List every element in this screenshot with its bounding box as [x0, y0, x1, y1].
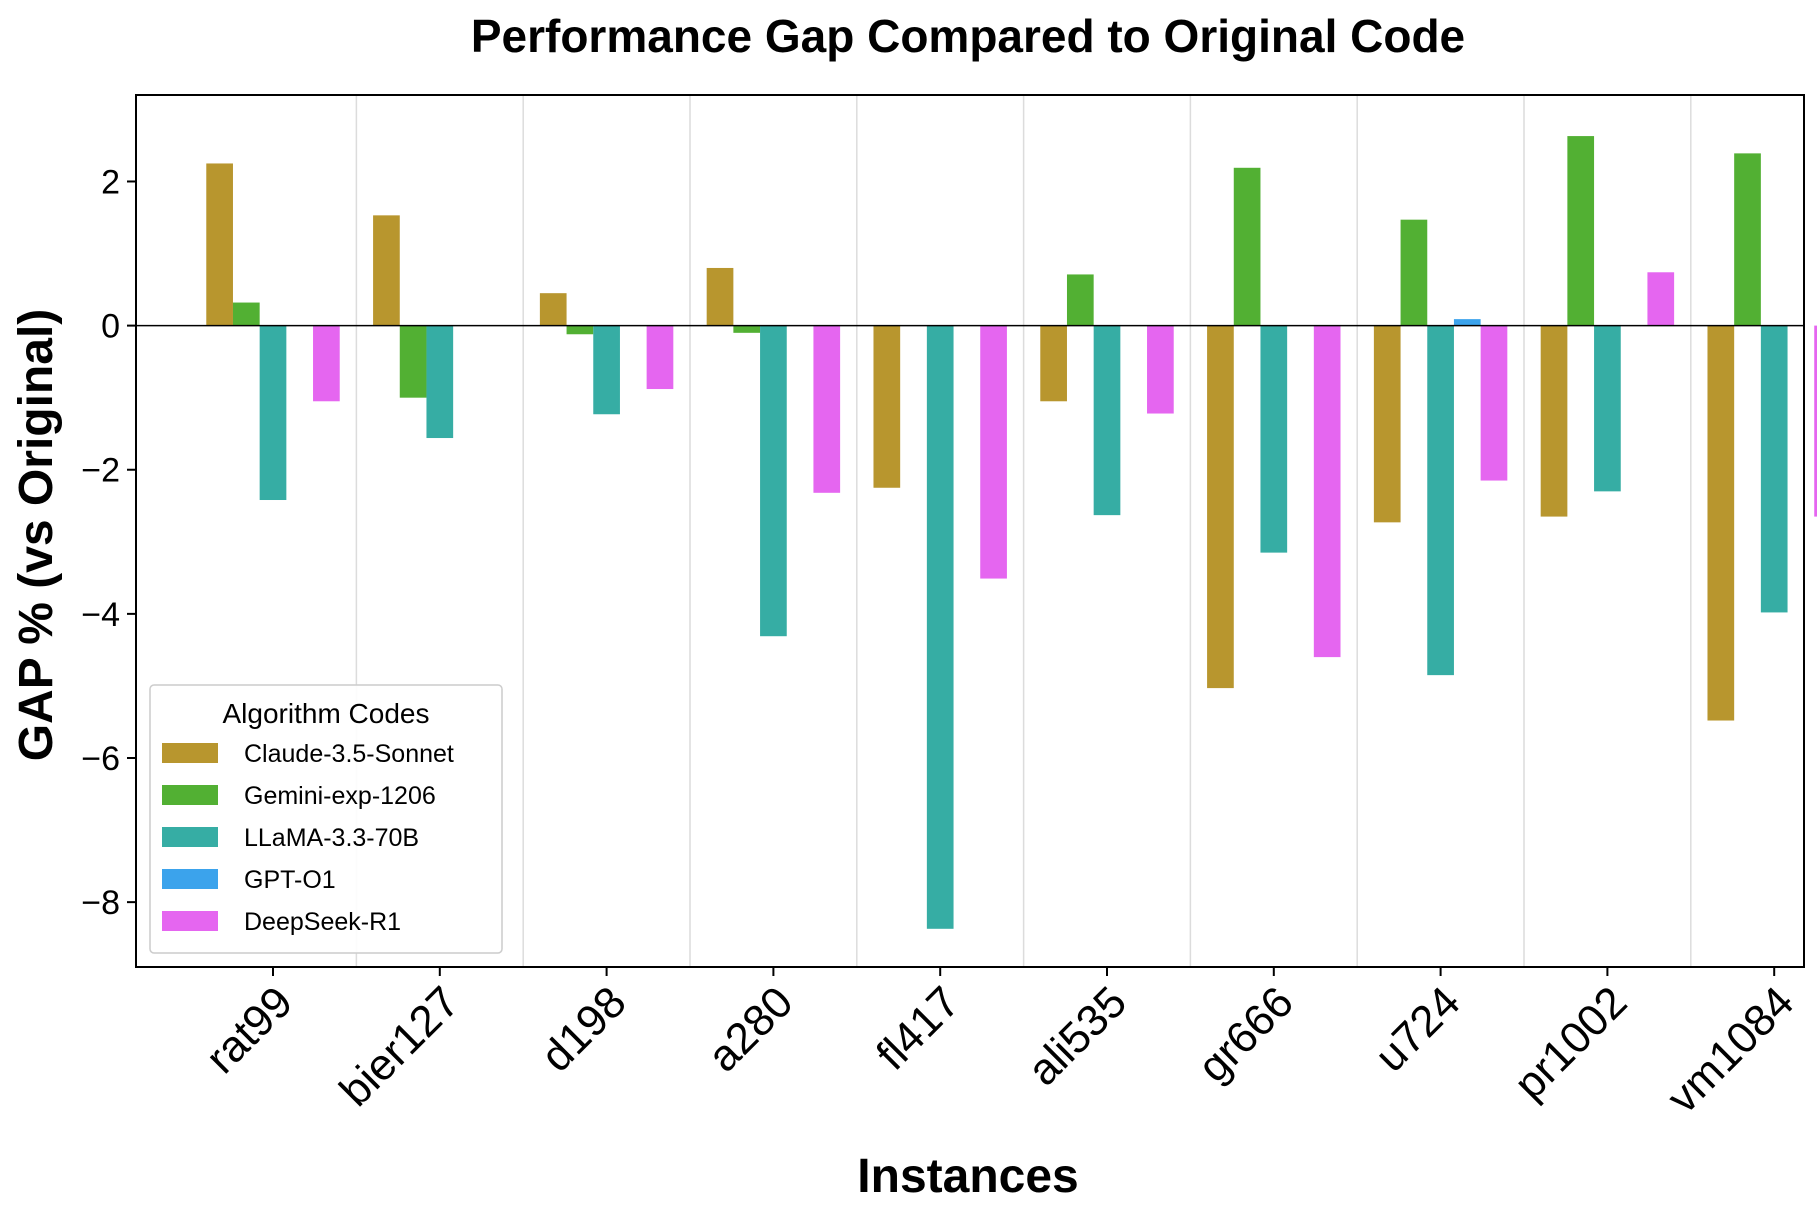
x-tick-label: bier127: [330, 977, 468, 1115]
bar: [1040, 325, 1067, 402]
bar: [399, 325, 427, 398]
legend-box: [149, 684, 503, 954]
y-tick-label: 2: [101, 163, 120, 201]
y-axis-label: GAP % (vs Original): [10, 309, 63, 762]
plot-frame: [135, 94, 1805, 968]
bar: [1647, 272, 1675, 326]
bar: [1093, 325, 1121, 516]
bars: [206, 136, 1817, 929]
bar: [1373, 325, 1401, 523]
bar: [1540, 325, 1568, 517]
bar: [706, 267, 734, 326]
bar: [1233, 167, 1261, 326]
bar: [1147, 325, 1174, 414]
bar: [873, 325, 901, 488]
bar: [926, 325, 954, 929]
bar: [313, 325, 340, 402]
legend-swatch: [162, 743, 218, 763]
legend-label: Claude-3.5-Sonnet: [244, 740, 454, 768]
legend: Algorithm Codes Claude-3.5-Sonnet Gemini-e…: [149, 684, 503, 954]
bar: [1814, 325, 1817, 517]
grid-lines: [355, 95, 1692, 967]
x-tick-label: a280: [699, 977, 803, 1081]
x-axis-label: Instances: [857, 1150, 1078, 1203]
chart-title: Performance Gap Compared to Original Cod…: [471, 10, 1465, 62]
bar: [373, 215, 400, 326]
bar: [1427, 325, 1454, 676]
bar: [206, 163, 233, 326]
x-tick-label: pr1002: [1505, 977, 1637, 1109]
x-tick-label: u724: [1366, 977, 1470, 1081]
bar: [646, 325, 674, 390]
y-tick-label: 0: [101, 308, 120, 346]
bar: [1313, 325, 1341, 658]
legend-label: GPT-O1: [244, 866, 336, 894]
legend-label: LLaMA-3.3-70B: [244, 824, 419, 852]
bar: [1594, 325, 1621, 492]
legend-label: Gemini-exp-1206: [244, 782, 436, 810]
bar: [1567, 136, 1595, 326]
bar: [232, 302, 260, 326]
legend-swatch: [162, 911, 218, 931]
bar: [1480, 325, 1508, 481]
legend-swatch: [162, 827, 218, 847]
bar: [566, 325, 594, 335]
bar: [1207, 325, 1234, 689]
bar: [1066, 274, 1094, 326]
x-tick-label: d198: [532, 977, 636, 1081]
bar: [733, 325, 761, 333]
bar: [426, 325, 454, 439]
bar: [760, 325, 787, 637]
legend-label: DeepSeek-R1: [244, 908, 401, 936]
bar: [593, 325, 620, 415]
bar: [1707, 325, 1735, 721]
bar: [1400, 219, 1428, 326]
y-tick-label: −6: [81, 740, 120, 778]
x-axis-ticks: rat99 bier127 d198 a280 fl417 ali535 gr666 u724…: [197, 967, 1803, 1123]
legend-swatch: [162, 785, 218, 805]
bar: [813, 325, 841, 493]
bar: [259, 325, 287, 501]
legend-swatch: [162, 869, 218, 889]
bar: [1760, 325, 1788, 613]
legend-title: Algorithm Codes: [223, 698, 430, 729]
x-tick-label: ali535: [1018, 977, 1136, 1095]
x-tick-label: fl417: [867, 977, 969, 1079]
x-tick-label: rat99: [197, 977, 303, 1083]
y-tick-label: −2: [81, 452, 120, 490]
bar: [1260, 325, 1288, 553]
y-tick-label: −8: [81, 884, 120, 922]
bar: [980, 325, 1007, 579]
y-tick-label: −4: [81, 596, 120, 634]
y-axis-ticks: −8 −6 −4 −2 0 2: [81, 163, 136, 922]
bar: [539, 293, 567, 326]
bar: [1734, 153, 1761, 326]
bar: [1453, 319, 1481, 326]
x-tick-label: vm1084: [1658, 977, 1803, 1122]
x-tick-label: gr666: [1189, 977, 1303, 1091]
